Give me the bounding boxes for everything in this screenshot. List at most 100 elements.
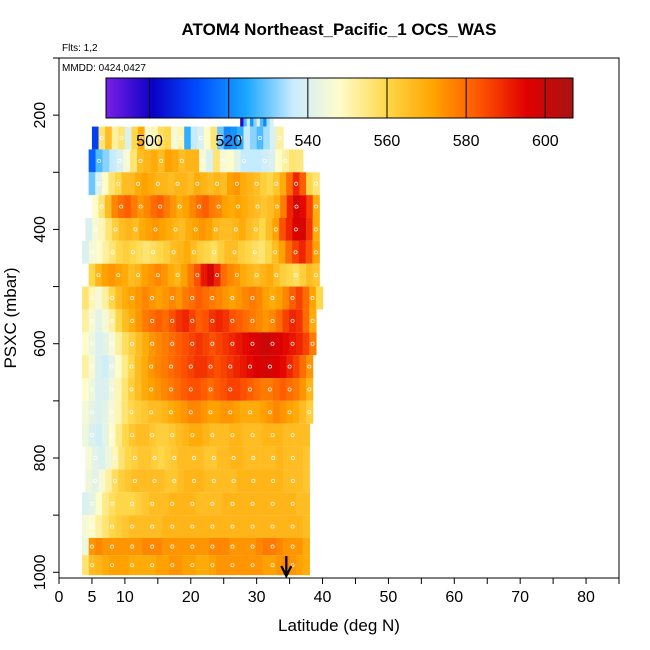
heatmap-cell: [95, 423, 103, 447]
sample-marker: [172, 478, 177, 483]
heatmap-cell: [249, 286, 257, 310]
heatmap-cell: [309, 286, 317, 310]
heatmap-cell: [252, 218, 260, 241]
heatmap-cell: [190, 240, 198, 264]
sample-marker: [250, 544, 255, 549]
sample-marker: [149, 364, 154, 369]
heatmap-cell: [215, 286, 223, 310]
heatmap-cell: [128, 400, 136, 424]
heatmap-cell: [215, 332, 223, 356]
heatmap-cell: [240, 355, 248, 378]
heatmap-cell: [91, 446, 100, 470]
heatmap-cell: [195, 538, 203, 556]
heatmap-cell: [229, 538, 237, 556]
heatmap-cell: [213, 378, 222, 401]
sample-marker: [90, 501, 95, 506]
heatmap-cell: [293, 195, 301, 218]
heatmap-cell: [82, 538, 90, 556]
heatmap-cell: [295, 332, 304, 356]
heatmap-cell: [108, 555, 117, 576]
sample-marker: [208, 410, 213, 415]
sample-marker: [208, 387, 213, 392]
heatmap-cell: [235, 515, 244, 538]
heatmap-cell: [82, 332, 90, 356]
heatmap-cell: [122, 423, 130, 447]
sample-marker: [130, 433, 135, 438]
sample-marker: [110, 433, 115, 438]
heatmap-cell: [275, 492, 284, 516]
heatmap-cell: [115, 332, 123, 356]
sample-marker: [294, 273, 299, 278]
heatmap-cell: [95, 286, 103, 310]
heatmap-cell: [162, 538, 170, 556]
sample-marker: [228, 387, 233, 392]
sample-marker: [155, 273, 160, 278]
heatmap-cell: [101, 400, 110, 424]
heatmap-cell: [288, 149, 297, 173]
sample-marker: [129, 364, 134, 369]
heatmap-cell: [116, 149, 124, 173]
heatmap-cell: [233, 172, 241, 196]
heatmap-rows: [82, 100, 324, 576]
sample-marker: [192, 478, 197, 483]
heatmap-cell: [207, 378, 215, 401]
heatmap-cell: [88, 378, 96, 401]
sample-marker: [307, 387, 312, 392]
heatmap-cell: [178, 218, 187, 241]
heatmap-cell: [154, 172, 162, 196]
sample-marker: [267, 364, 272, 369]
heatmap-cell: [299, 378, 307, 401]
sample-marker: [230, 524, 235, 529]
sample-marker: [89, 364, 94, 369]
heatmap-cell: [220, 172, 228, 196]
heatmap-cell: [102, 240, 110, 264]
sample-marker: [236, 204, 241, 209]
heatmap-cell: [143, 195, 151, 218]
heatmap-cell: [189, 195, 197, 218]
heatmap-cell: [102, 332, 110, 356]
x-tick-label: 70: [511, 589, 529, 606]
heatmap-row: [88, 172, 320, 196]
heatmap-cell: [136, 240, 144, 264]
heatmap-cell: [95, 332, 103, 356]
heatmap-cell: [82, 378, 90, 401]
heatmap-cell: [144, 469, 152, 493]
heatmap-cell: [189, 492, 197, 516]
heatmap-cell: [104, 195, 113, 218]
sample-marker: [283, 158, 288, 163]
sample-marker: [293, 227, 298, 232]
sample-marker: [97, 158, 101, 163]
sample-marker: [130, 318, 135, 323]
heatmap-cell: [128, 263, 136, 287]
heatmap-cell: [256, 446, 264, 470]
heatmap-cell: [171, 446, 179, 470]
colorbar-tick-label: 600: [532, 133, 559, 150]
heatmap-cell: [275, 515, 284, 538]
heatmap-cell: [88, 332, 97, 356]
x-tick-label: 80: [577, 589, 595, 606]
heatmap-cell: [147, 378, 156, 401]
heatmap-cell: [121, 400, 129, 424]
heatmap-cell: [269, 538, 277, 556]
heatmap-cell: [105, 126, 113, 150]
sample-marker: [290, 456, 295, 460]
heatmap-cell: [263, 126, 271, 150]
heatmap-cell: [184, 126, 192, 150]
heatmap-cell: [282, 286, 290, 310]
heatmap-cell: [177, 126, 185, 150]
heatmap-cell: [244, 240, 253, 264]
heatmap-cell: [198, 218, 207, 241]
heatmap-cell: [275, 309, 284, 333]
sample-marker: [290, 318, 295, 323]
heatmap-cell: [149, 240, 158, 264]
heatmap-cell: [228, 195, 236, 218]
sample-marker: [270, 318, 275, 323]
heatmap-cell: [108, 309, 117, 333]
heatmap-cell: [163, 240, 171, 264]
heatmap-cell: [286, 263, 294, 287]
heatmap-cell: [197, 469, 205, 493]
heatmap-cell: [95, 309, 103, 333]
heatmap-cell: [295, 555, 304, 576]
heatmap-cell: [124, 126, 133, 150]
heatmap-cell: [128, 555, 137, 576]
